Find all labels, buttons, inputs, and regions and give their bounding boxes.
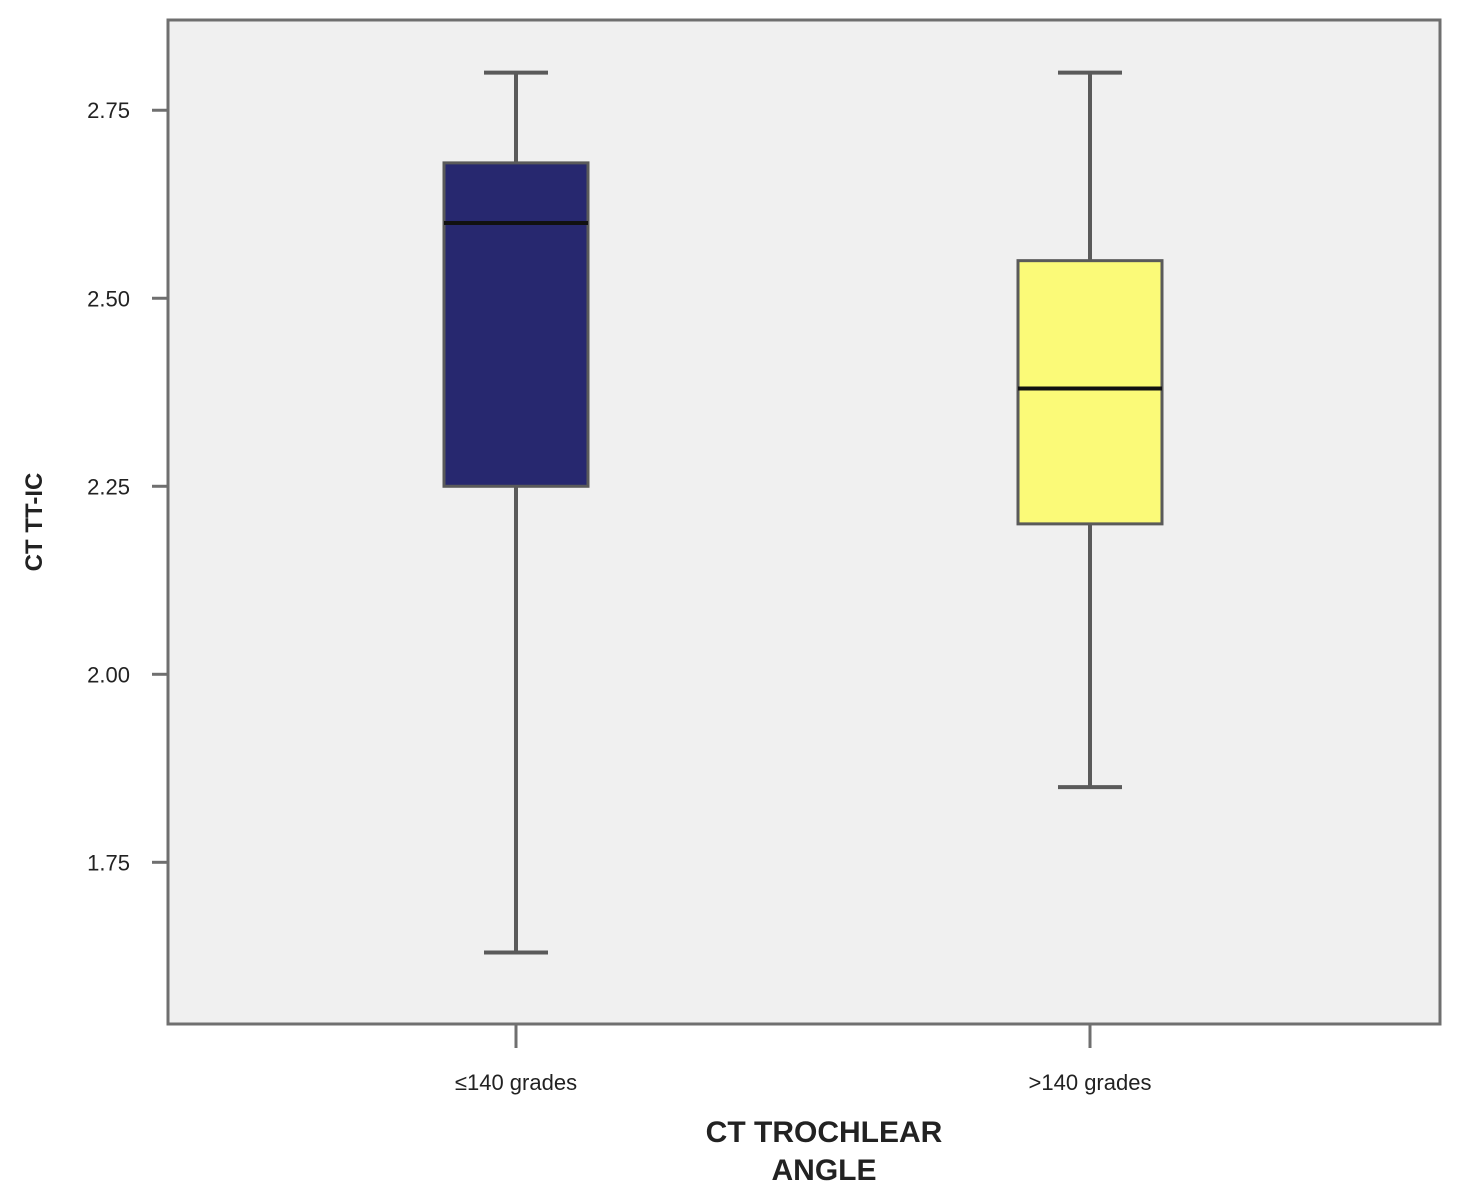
box-rect — [1016, 259, 1164, 526]
box-rect — [442, 161, 590, 488]
x-axis-title-line-1: CT TROCHLEAR — [706, 1116, 943, 1149]
x-axis-title-line-2: ANGLE — [772, 1154, 877, 1187]
x-tick-label: >140 grades — [1029, 1070, 1152, 1095]
x-tick-label: ≤140 grades — [455, 1070, 577, 1095]
box-group — [442, 70, 590, 955]
y-tick-label: 2.00 — [87, 662, 130, 687]
y-axis-title: CT TT-IC — [21, 473, 48, 572]
x-axis: ≤140 grades >140 grades — [455, 1024, 1152, 1095]
boxes — [442, 70, 1164, 955]
y-axis: 1.75 2.00 2.25 2.50 2.75 — [87, 98, 168, 875]
y-tick-label: 2.50 — [87, 286, 130, 311]
y-tick-label: 1.75 — [87, 850, 130, 875]
y-tick-label: 2.25 — [87, 474, 130, 499]
box-group — [1016, 70, 1164, 790]
plot-area — [166, 18, 1442, 1026]
y-tick-label: 2.75 — [87, 98, 130, 123]
